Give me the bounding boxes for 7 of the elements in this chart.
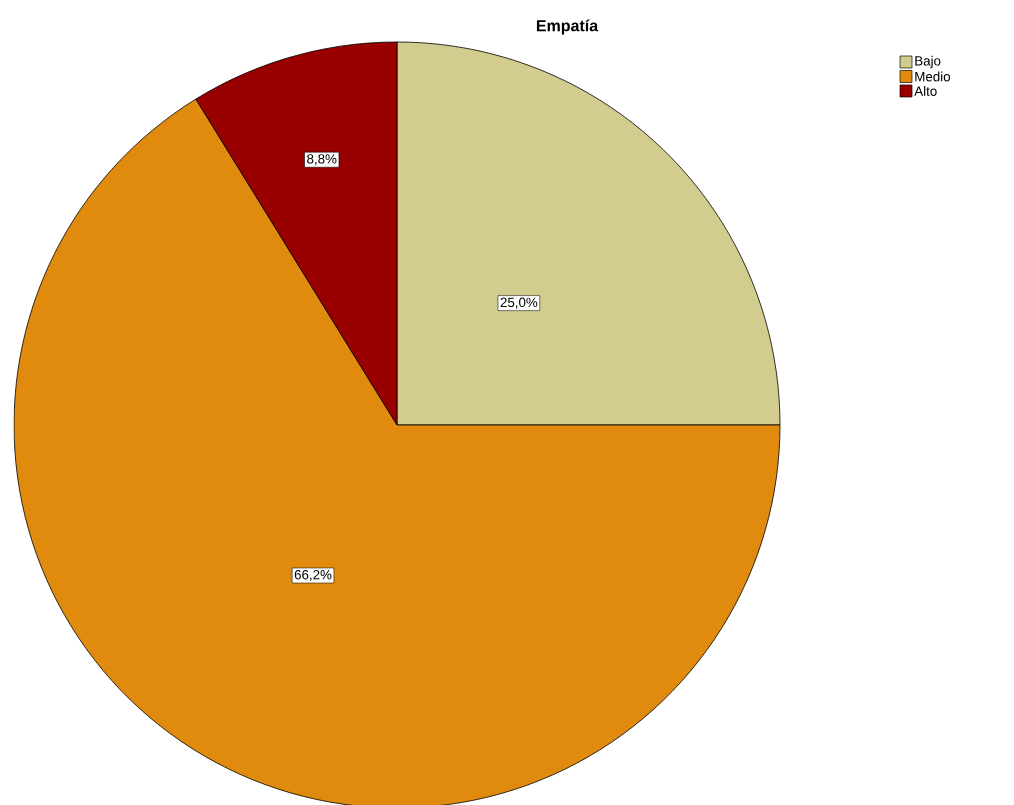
legend-label: Alto: [914, 86, 937, 96]
data-label: 25,0%: [500, 297, 538, 309]
data-label: 66,2%: [294, 569, 332, 582]
chart-title: Empatía: [536, 19, 599, 35]
legend-label: Bajo: [915, 55, 941, 69]
data-label: 8,8%: [307, 154, 337, 166]
legend-label: Medio: [915, 71, 951, 82]
